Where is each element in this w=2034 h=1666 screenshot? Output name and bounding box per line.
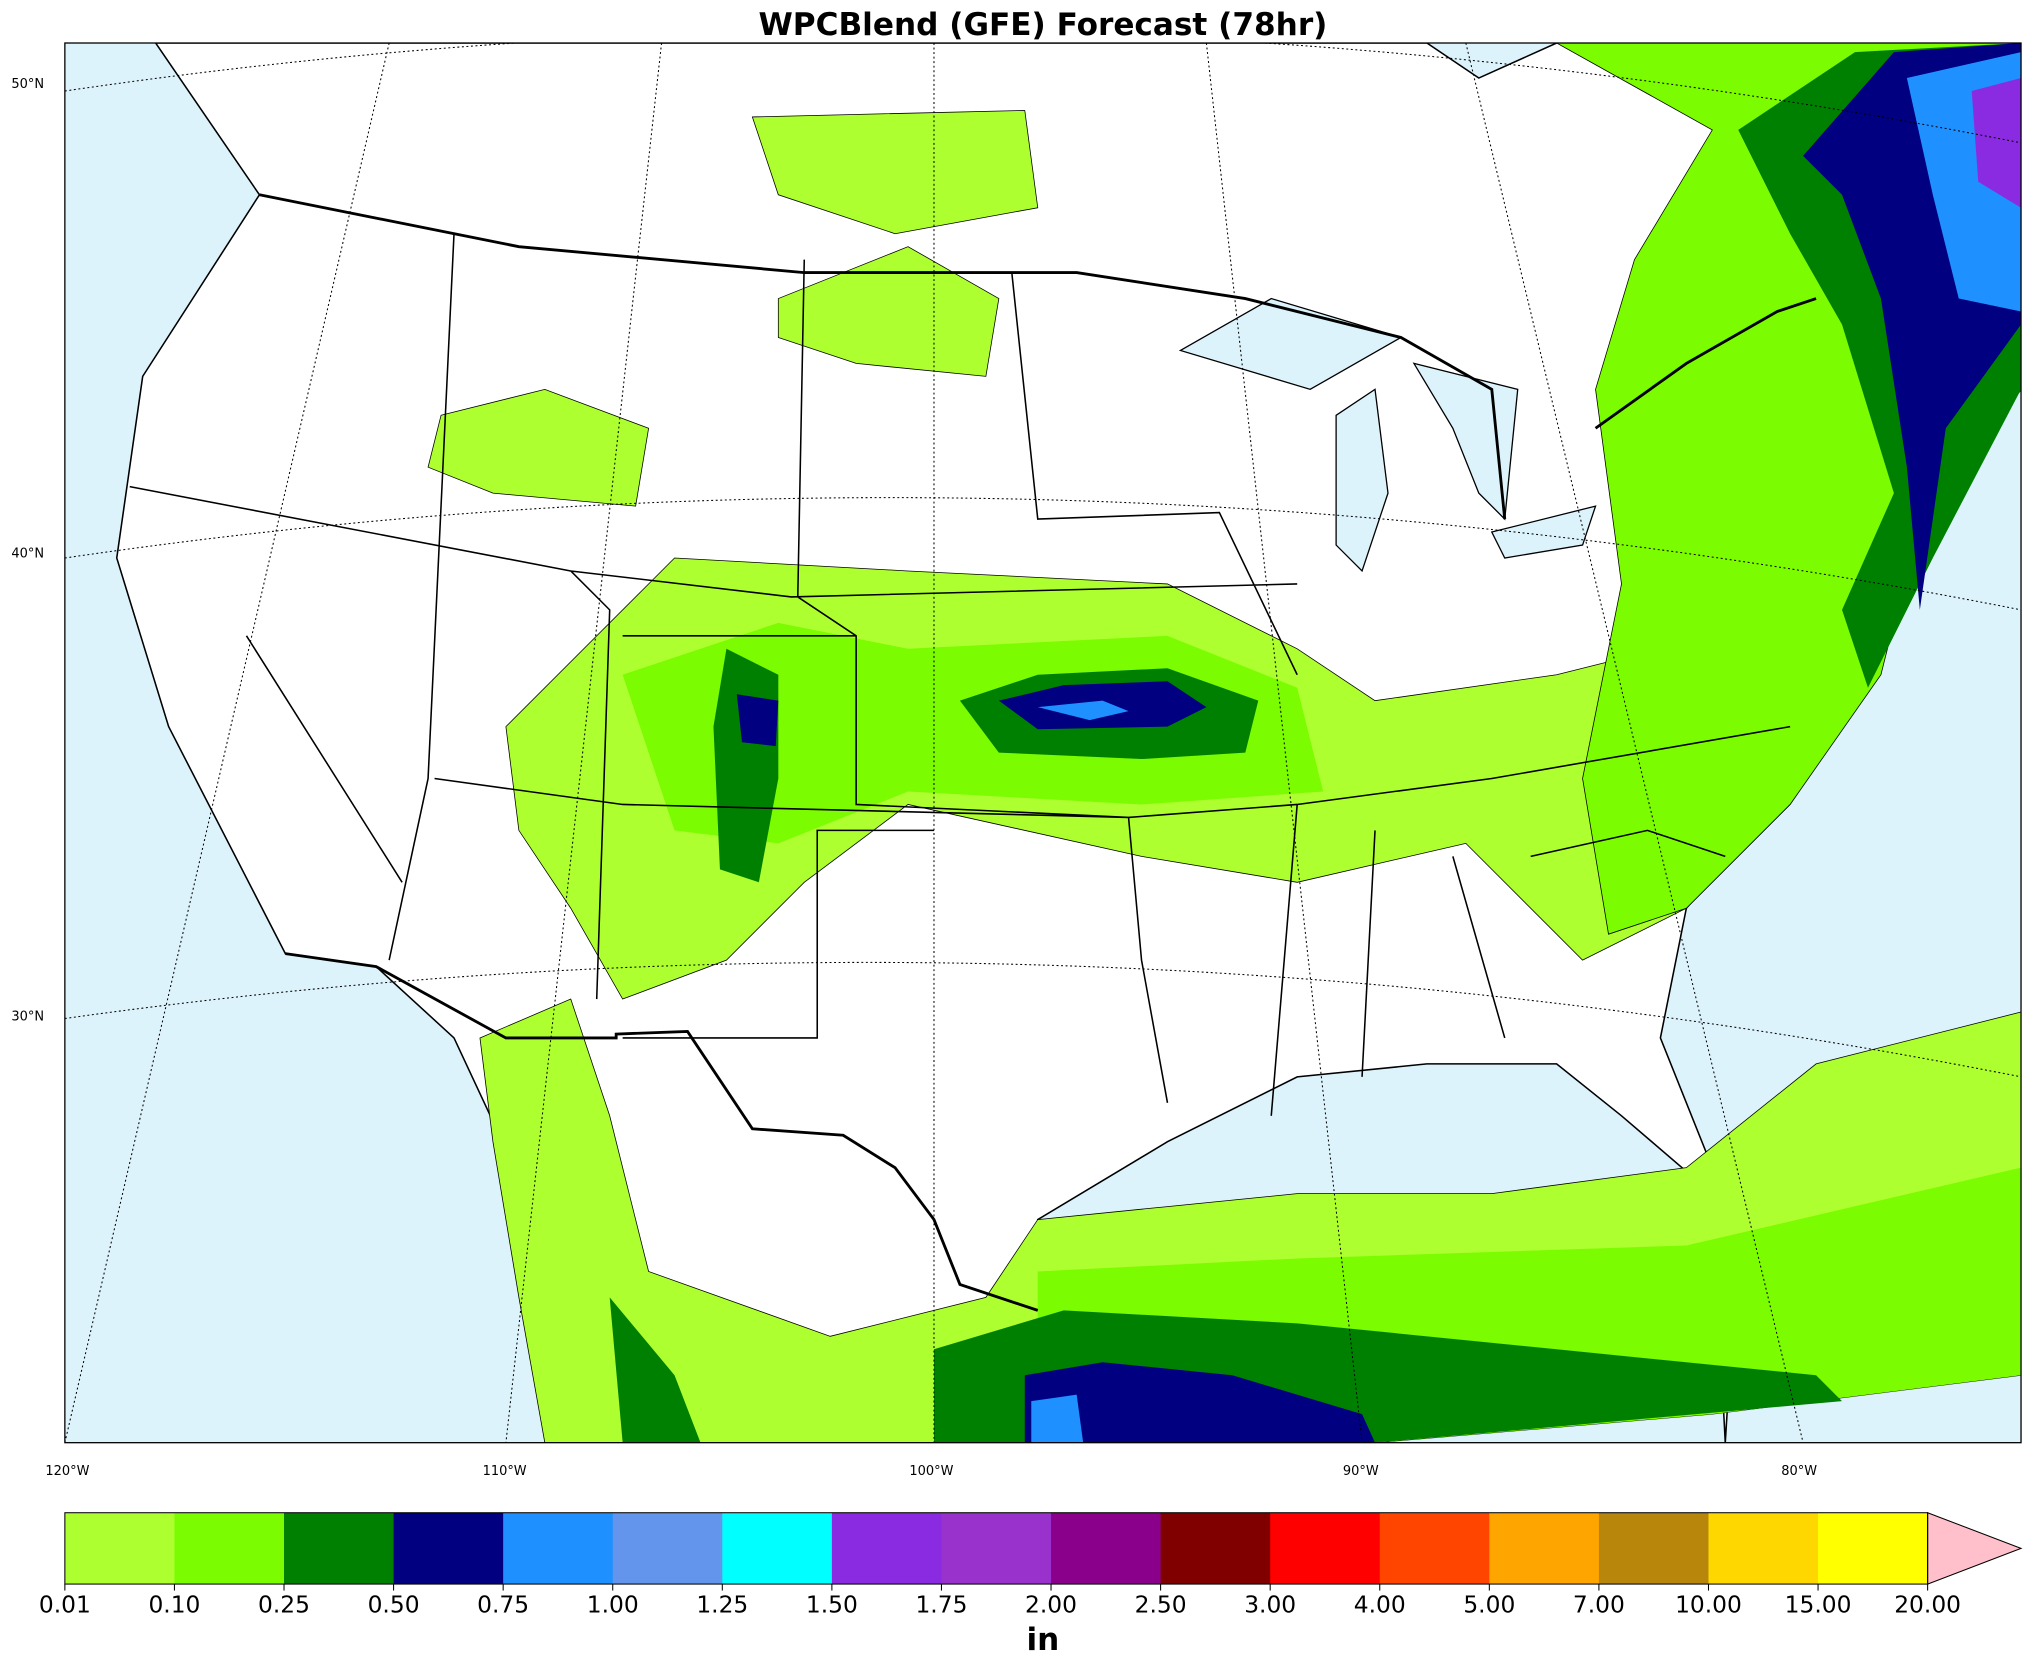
lon-label: 120°W — [45, 1464, 89, 1479]
colorbar-segment — [722, 1512, 833, 1585]
border — [259, 193, 1817, 520]
title: WPCBlend (GFE) Forecast (78hr) — [758, 7, 1327, 43]
precip-area — [427, 388, 650, 507]
colorbar-tick-label: 7.00 — [1573, 1591, 1625, 1619]
colorbar-tick-label: 0.75 — [477, 1591, 529, 1619]
colorbar-segment — [1708, 1512, 1819, 1585]
colorbar-tick-label: 1.75 — [915, 1591, 967, 1619]
colorbar-tick-label: 4.00 — [1354, 1591, 1406, 1619]
colorbar-label: in — [1027, 1622, 1060, 1658]
precip-area — [609, 1297, 1843, 1443]
precip-area — [751, 110, 1039, 235]
colorbar-segment — [1379, 1512, 1490, 1585]
colorbar-segment — [1489, 1512, 1600, 1585]
colorbar-segment — [503, 1512, 614, 1585]
colorbar-segment — [612, 1512, 723, 1585]
colorbar-segment — [1160, 1512, 1271, 1585]
colorbar-tick-label: 0.25 — [258, 1591, 310, 1619]
colorbar: 0.01 0.10 0.25 0.50 0.75 1.00 1.25 1.50 1.75 2.00… — [39, 1511, 2023, 1619]
lat-label: 50°N — [11, 77, 44, 92]
colorbar-extend — [1927, 1511, 2023, 1585]
lon-label: 90°W — [1343, 1464, 1379, 1479]
colorbar-segment — [1051, 1512, 1162, 1585]
precip-area — [1037, 700, 1129, 721]
border — [285, 952, 1039, 1312]
colorbar-segment — [393, 1512, 504, 1585]
lon-label: 100°W — [909, 1464, 953, 1479]
lat-label: 40°N — [11, 547, 44, 562]
colorbar-tick-label: 0.01 — [39, 1591, 91, 1619]
colorbar-segment — [831, 1512, 943, 1585]
map-frame — [64, 42, 2022, 1444]
colorbar-tick-label: 3.00 — [1244, 1591, 1296, 1619]
colorbar-segment — [1818, 1512, 1929, 1585]
colorbar-tick-label: 1.00 — [587, 1591, 639, 1619]
precip-area — [736, 694, 779, 747]
colorbar-segment — [1598, 1512, 1710, 1585]
state-lines — [129, 233, 1791, 1116]
precip-area — [1971, 78, 2022, 208]
colorbar-tick-label: 2.50 — [1135, 1591, 1187, 1619]
colorbar-segment — [64, 1512, 176, 1585]
colorbar-tick-label: 20.00 — [1894, 1591, 1961, 1619]
colorbar-tick-label: 0.50 — [368, 1591, 420, 1619]
precip-area — [1031, 1394, 1084, 1443]
colorbar-segment — [174, 1512, 285, 1585]
precip-area — [1024, 1362, 1376, 1443]
colorbar-tick-label: 2.00 — [1025, 1591, 1077, 1619]
colorbar-tick-label: 1.25 — [696, 1591, 748, 1619]
colorbar-tick-label: 10.00 — [1675, 1591, 1742, 1619]
colorbar-tick-label: 0.10 — [148, 1591, 200, 1619]
precip-area — [777, 246, 1000, 377]
colorbar-tick-label: 1.50 — [806, 1591, 858, 1619]
graticule — [64, 43, 2022, 1443]
colorbar-segment — [284, 1512, 395, 1585]
lat-label: 30°N — [11, 1010, 44, 1025]
map: 50°N 40°N 30°N 120°W 110°W 100°W 90°W 80… — [11, 42, 2022, 1479]
colorbar-tick-label: 15.00 — [1785, 1591, 1852, 1619]
lon-label: 110°W — [483, 1464, 527, 1479]
colorbar-tick-label: 5.00 — [1463, 1591, 1515, 1619]
great-lakes — [1178, 297, 1597, 573]
colorbar-segment — [1270, 1512, 1381, 1585]
colorbar-frame — [64, 1512, 1929, 1585]
colorbar-segment — [941, 1512, 1052, 1585]
lon-label: 80°W — [1781, 1464, 1817, 1479]
